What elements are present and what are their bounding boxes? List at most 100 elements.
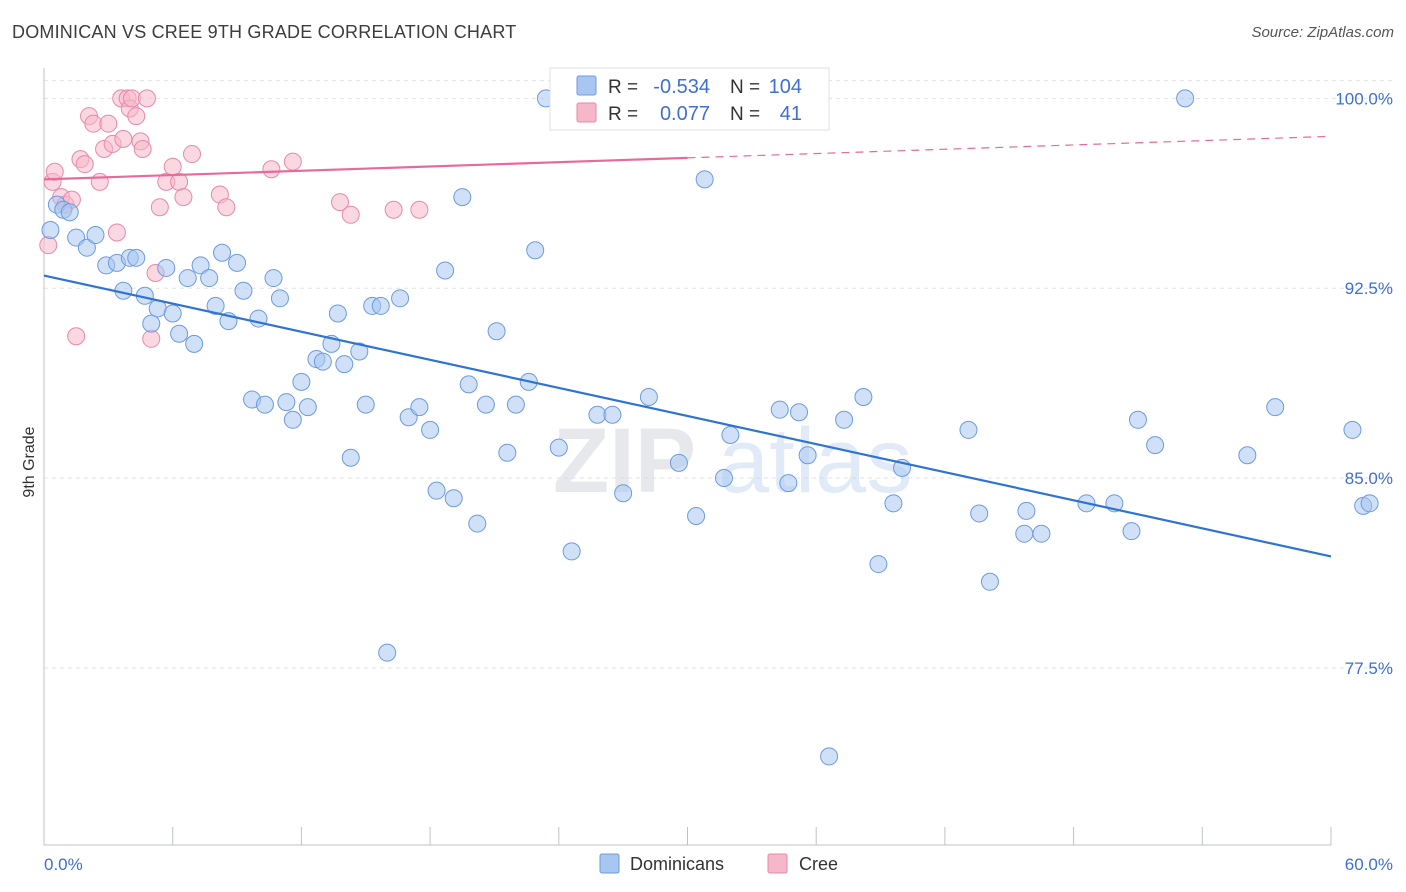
dominicans-point-82 xyxy=(835,410,854,429)
dominicans-point-97 xyxy=(1146,436,1165,455)
dominicans-point-54 xyxy=(453,188,472,207)
dominicans-point-37 xyxy=(313,352,332,371)
dominicans-point-25 xyxy=(228,253,247,272)
dominicans-point-41 xyxy=(341,448,360,467)
dominicans-point-70 xyxy=(639,388,658,407)
dominicans-point-3 xyxy=(60,203,79,222)
dominicans-point-56 xyxy=(468,514,487,533)
cree-point-38 xyxy=(341,205,360,224)
dominicans-point-18 xyxy=(178,269,197,288)
dominicans-point-80 xyxy=(798,446,817,465)
y-tick-label-1: 85.0% xyxy=(1345,469,1393,488)
cree-point-2 xyxy=(45,162,64,181)
dominicans-point-83 xyxy=(854,388,873,407)
dominicans-point-74 xyxy=(714,469,733,488)
cree-point-37 xyxy=(331,193,350,212)
dominicans-point-64 xyxy=(549,438,568,457)
dominicans-point-49 xyxy=(410,398,429,417)
stats-legend: R = -0.534 N = 104 R = 0.077 N = 41 xyxy=(549,67,830,131)
cree-point-6 xyxy=(67,327,86,346)
dominicans-point-22 xyxy=(206,296,225,315)
dominicans-point-32 xyxy=(277,393,296,412)
trend-lines xyxy=(43,135,1332,558)
cree-point-25 xyxy=(142,329,161,348)
dominicans-point-45 xyxy=(371,296,390,315)
legend-n-value-cree: 41 xyxy=(780,103,802,125)
dominicans-point-101 xyxy=(1343,420,1362,439)
dominicans-point-40 xyxy=(335,355,354,374)
dominicans-point-34 xyxy=(292,372,311,391)
cree-trend-line-extension xyxy=(687,135,1332,159)
legend-n-label-cree: N = xyxy=(730,104,760,125)
watermark-atlas: atlas xyxy=(718,410,912,512)
dominicans-points xyxy=(41,89,1379,766)
legend-swatch-cree xyxy=(576,102,597,123)
dominicans-point-69 xyxy=(614,484,633,503)
dominicans-point-26 xyxy=(234,281,253,300)
dominicans-point-62 xyxy=(526,241,545,260)
dominicans-point-0 xyxy=(41,220,60,239)
cree-point-35 xyxy=(262,160,281,179)
dominicans-point-23 xyxy=(213,243,232,262)
dominicans-point-35 xyxy=(298,398,317,417)
legend-n-value-dominicans: 104 xyxy=(769,76,802,98)
cree-point-0 xyxy=(39,236,58,255)
dominicans-point-15 xyxy=(157,258,176,277)
dominicans-point-33 xyxy=(283,410,302,429)
cree-point-21 xyxy=(127,107,146,126)
y-axis-title: 9th Grade xyxy=(21,426,38,497)
cree-point-17 xyxy=(114,129,133,148)
chart-title: DOMINICAN VS CREE 9TH GRADE CORRELATION … xyxy=(12,22,517,42)
series-legend: Dominicans Cree xyxy=(599,853,838,874)
dominicans-point-21 xyxy=(200,269,219,288)
y-tick-labels: 77.5% 85.0% 92.5% 100.0% xyxy=(1335,89,1393,677)
y-tick-label-3: 100.0% xyxy=(1335,89,1393,108)
dominicans-point-87 xyxy=(959,420,978,439)
dominicans-point-100 xyxy=(1266,398,1285,417)
dominicans-point-31 xyxy=(270,289,289,308)
dominicans-point-19 xyxy=(185,334,204,353)
dominicans-point-6 xyxy=(86,226,105,245)
dominicans-point-72 xyxy=(687,506,706,525)
legend-n-label-dominicans: N = xyxy=(730,77,760,98)
dominicans-point-89 xyxy=(980,572,999,591)
cree-point-27 xyxy=(150,198,169,217)
dominicans-point-42 xyxy=(350,342,369,361)
dominicans-point-20 xyxy=(191,256,210,275)
bottom-legend-label-dominicans: Dominicans xyxy=(630,854,724,874)
cree-point-11 xyxy=(90,172,109,191)
dominicans-point-78 xyxy=(779,474,798,493)
y-tick-label-0: 77.5% xyxy=(1345,659,1393,678)
dominicans-point-75 xyxy=(721,425,740,444)
cree-point-29 xyxy=(163,157,182,176)
dominicans-point-13 xyxy=(142,314,161,333)
cree-point-40 xyxy=(410,200,429,219)
cree-trend-line xyxy=(43,156,688,181)
dominicans-point-99 xyxy=(1238,446,1257,465)
dominicans-point-29 xyxy=(255,395,274,414)
dominicans-point-16 xyxy=(163,304,182,323)
dominicans-point-103 xyxy=(1360,494,1379,513)
dominicans-point-50 xyxy=(421,420,440,439)
cree-point-32 xyxy=(183,145,202,164)
dominicans-point-85 xyxy=(884,494,903,513)
dominicans-point-95 xyxy=(1122,522,1141,541)
cree-point-8 xyxy=(75,155,94,174)
dominicans-point-92 xyxy=(1032,524,1051,543)
dominicans-point-46 xyxy=(378,643,397,662)
legend-swatch-dominicans xyxy=(576,75,597,96)
y-tick-label-2: 92.5% xyxy=(1345,279,1393,298)
cree-point-36 xyxy=(283,152,302,171)
bottom-legend-label-cree: Cree xyxy=(799,854,838,874)
cree-point-34 xyxy=(217,198,236,217)
dominicans-point-73 xyxy=(695,170,714,189)
dominicans-point-60 xyxy=(506,395,525,414)
cree-point-23 xyxy=(133,139,152,158)
cree-point-13 xyxy=(99,114,118,133)
dominicans-point-81 xyxy=(820,747,839,766)
dominicans-point-77 xyxy=(770,400,789,419)
dominicans-trend-line xyxy=(43,274,1332,558)
cree-point-20 xyxy=(122,89,141,108)
cree-point-31 xyxy=(174,188,193,207)
dominicans-point-30 xyxy=(264,269,283,288)
